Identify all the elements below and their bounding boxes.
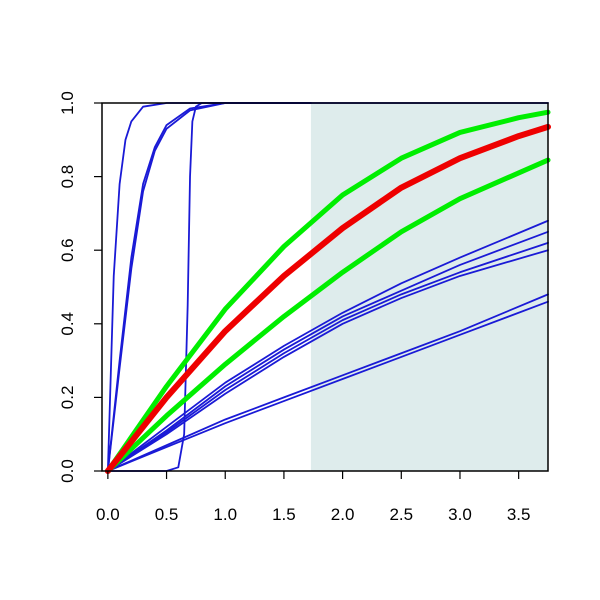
green-series-line-11 xyxy=(105,109,551,474)
x-tick-label: 1.5 xyxy=(272,505,296,524)
blue-series-line-5 xyxy=(106,219,549,472)
x-tick-label: 3.0 xyxy=(448,505,472,524)
series-layer xyxy=(104,102,551,474)
blue-series-line-10 xyxy=(106,300,549,472)
blue-series-line-9 xyxy=(106,293,549,472)
blue-series-line-7 xyxy=(106,241,549,472)
y-tick-label: 0.0 xyxy=(58,459,77,483)
blue-series-line-6 xyxy=(106,230,549,472)
x-tick-label: 2.5 xyxy=(389,505,413,524)
blue-series-line-8 xyxy=(106,249,549,472)
x-tick-label: 0.5 xyxy=(155,505,179,524)
plot-frame xyxy=(101,102,549,472)
x-tick-label: 3.5 xyxy=(507,505,531,524)
axes-layer: 0.0 0.5 1.0 1.5 2.0 2.5 3.0 3.5 0.0 0.2 0.4 0.6 0.8 1… xyxy=(58,91,549,524)
green-series-line-12 xyxy=(105,157,551,474)
y-tick-label: 0.2 xyxy=(58,386,77,410)
x-tick-label: 0.0 xyxy=(96,505,120,524)
x-tick-label: 1.0 xyxy=(213,505,237,524)
y-tick-label: 0.6 xyxy=(58,238,77,262)
x-tick-label: 2.0 xyxy=(331,505,355,524)
y-tick-label: 0.4 xyxy=(58,312,77,336)
blue-series-line-3 xyxy=(106,102,312,472)
y-tick-label: 0.8 xyxy=(58,165,77,189)
y-tick-label: 1.0 xyxy=(58,91,77,115)
red-series-line-13 xyxy=(104,123,551,474)
